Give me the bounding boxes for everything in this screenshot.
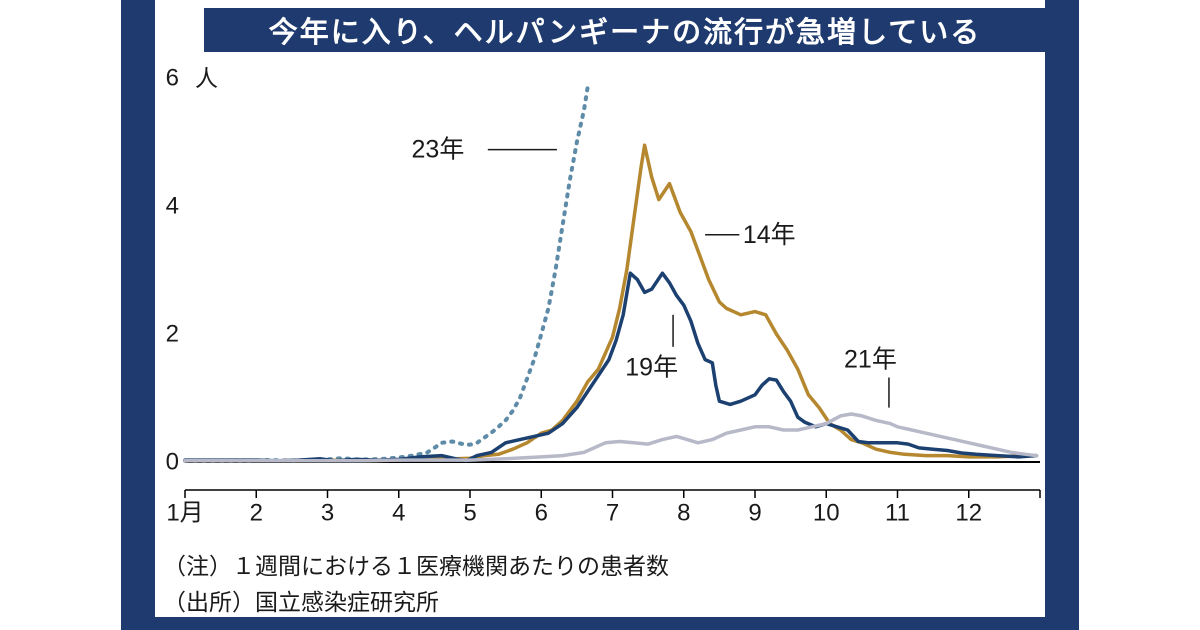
y-axis-unit-label: 人 [195, 65, 218, 91]
frame-right-bar [1045, 0, 1079, 630]
y-axis-tick-label: 6 [166, 65, 179, 92]
x-axis-month-label: 2 [250, 500, 263, 527]
x-axis-month-label: 5 [463, 500, 476, 527]
series-label-23年: 23年 [412, 136, 465, 164]
series-line-23年 [183, 85, 590, 463]
series-label-21年: 21年 [844, 346, 897, 374]
series-label-14年: 14年 [743, 221, 796, 249]
x-axis-month-label: 6 [535, 500, 548, 527]
chart-title: 今年に入り、ヘルパンギーナの流行が急増している [204, 8, 1046, 52]
note-definition: （注）１週間における１医療機関あたりの患者数 [163, 553, 669, 579]
chart-notes: （注）１週間における１医療機関あたりの患者数 （出所）国立感染症研究所 [163, 548, 669, 620]
series-label-19年: 19年 [625, 353, 678, 381]
note-source: （出所）国立感染症研究所 [163, 589, 439, 615]
x-axis-month-label: 4 [392, 500, 405, 527]
x-axis-month-label: 3 [321, 500, 334, 527]
y-axis-tick-label: 0 [166, 449, 179, 476]
x-axis-month-label: 12 [955, 500, 982, 527]
series-line-21年 [183, 412, 1039, 463]
x-axis-month-label: 11 [885, 500, 910, 527]
x-axis-month-label: 1月 [166, 500, 203, 527]
series-line-19年 [183, 271, 1039, 463]
frame-left-bar [121, 0, 155, 630]
y-axis-tick-label: 2 [166, 321, 179, 348]
x-axis-month-label: 9 [748, 500, 761, 527]
x-axis-month-label: 7 [606, 500, 619, 527]
series-line-14年 [183, 143, 1039, 463]
x-axis-month-label: 10 [813, 500, 840, 527]
x-axis-month-label: 8 [677, 500, 690, 527]
y-axis-tick-label: 4 [166, 193, 179, 220]
frame-bottom-bar [155, 617, 1045, 630]
